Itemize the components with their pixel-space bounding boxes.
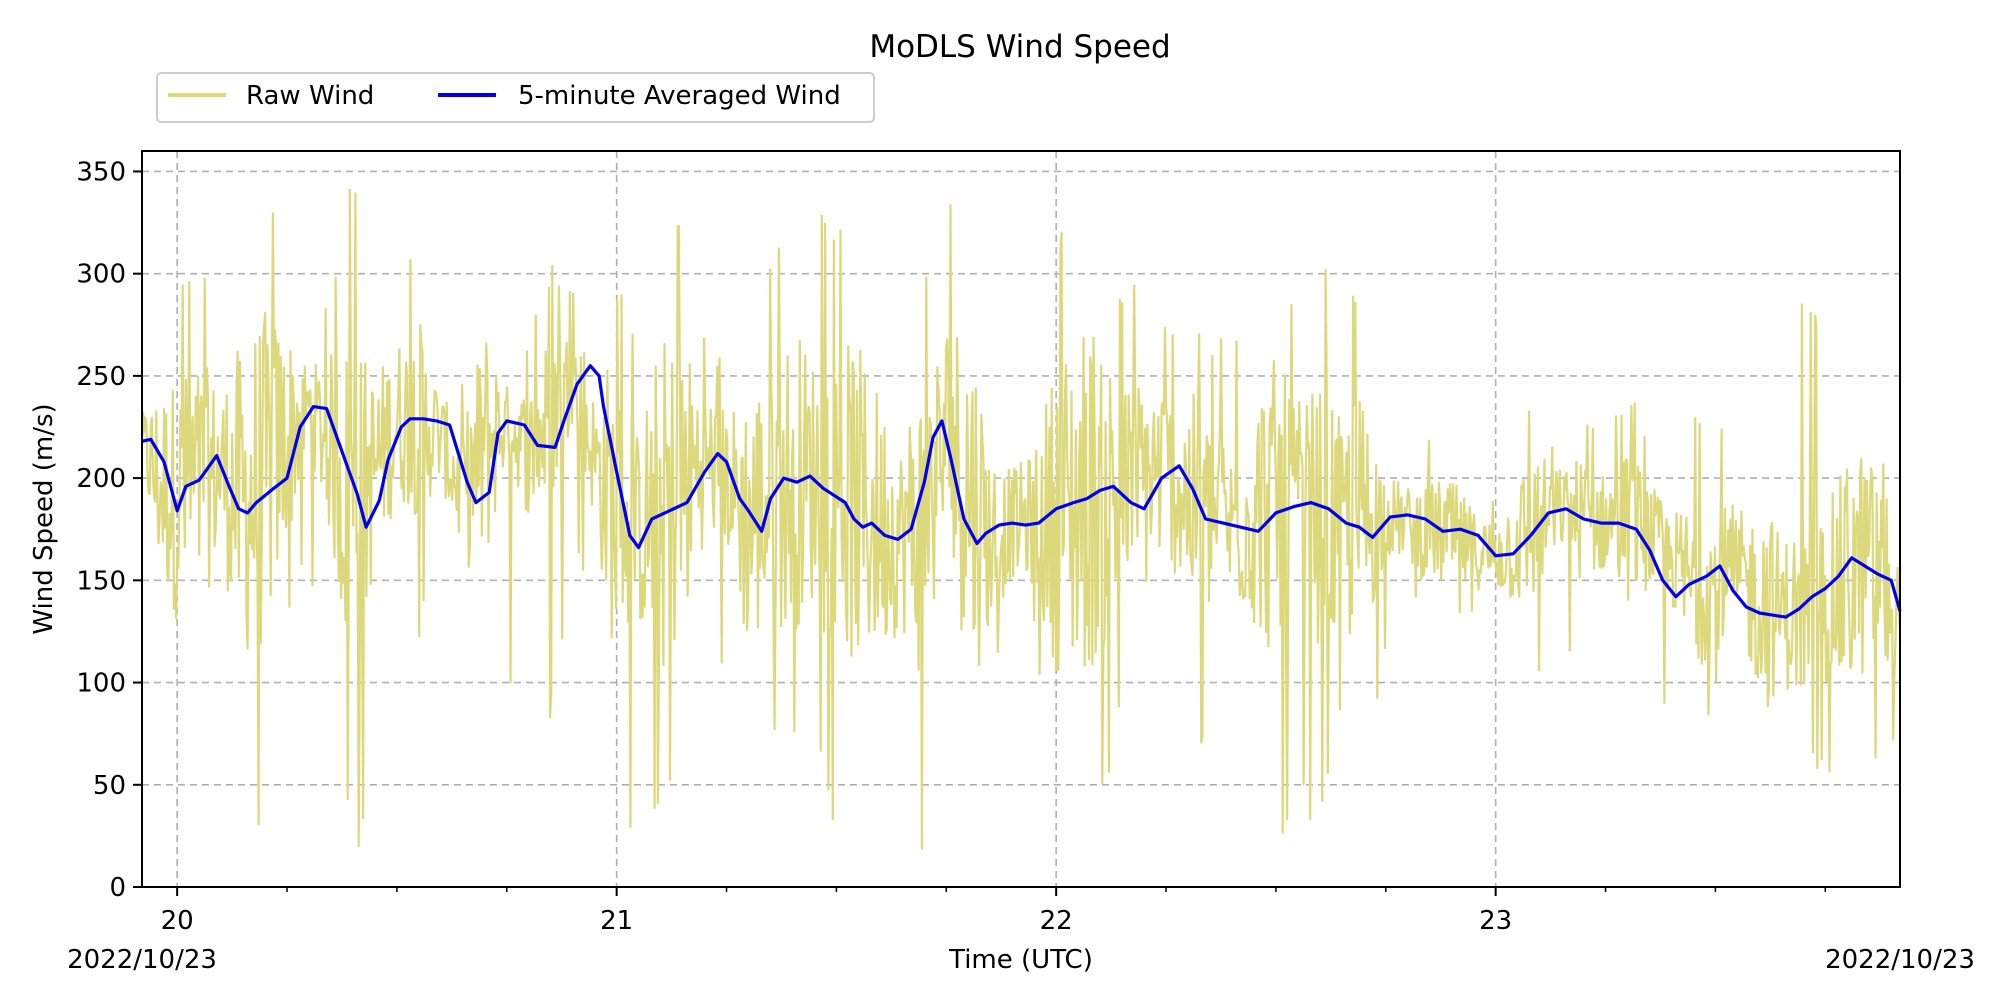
legend-label-raw-wind: Raw Wind [246, 81, 374, 111]
x-tick-label: 22 [1040, 906, 1073, 936]
gridlines [142, 151, 1900, 887]
y-axis-label: Wind Speed (m/s) [29, 403, 59, 634]
y-tick-label: 200 [76, 464, 126, 494]
y-tick-label: 100 [76, 669, 126, 699]
plot-frame [141, 150, 1901, 888]
y-axis-ticks: 0 50 100 150 200 250 300 350 [76, 157, 142, 903]
x-axis-label: Time (UTC) [948, 945, 1093, 975]
raw-wind-series [140, 188, 1901, 850]
y-tick-label: 150 [76, 566, 126, 596]
x-axis-ticks: 20 21 22 23 [161, 887, 1827, 936]
raw-wind-line [140, 188, 1901, 850]
x-date-label-right: 2022/10/23 [1825, 945, 1975, 975]
y-tick-label: 350 [76, 157, 126, 187]
x-tick-label: 21 [600, 906, 633, 936]
chart-title: MoDLS Wind Speed [869, 29, 1170, 65]
y-tick-label: 250 [76, 362, 126, 392]
legend-frame [156, 72, 875, 123]
x-tick-label: 20 [161, 906, 194, 936]
y-tick-label: 50 [93, 771, 126, 801]
y-tick-label: 300 [76, 260, 126, 290]
averaged-wind-line [141, 364, 1902, 619]
averaged-wind-series [141, 364, 1902, 619]
legend-label-averaged-wind: 5-minute Averaged Wind [518, 81, 841, 111]
x-date-label-left: 2022/10/23 [67, 945, 217, 975]
legend: Raw Wind 5-minute Averaged Wind [156, 72, 875, 123]
x-tick-label: 23 [1479, 906, 1512, 936]
y-tick-label: 0 [109, 873, 126, 903]
